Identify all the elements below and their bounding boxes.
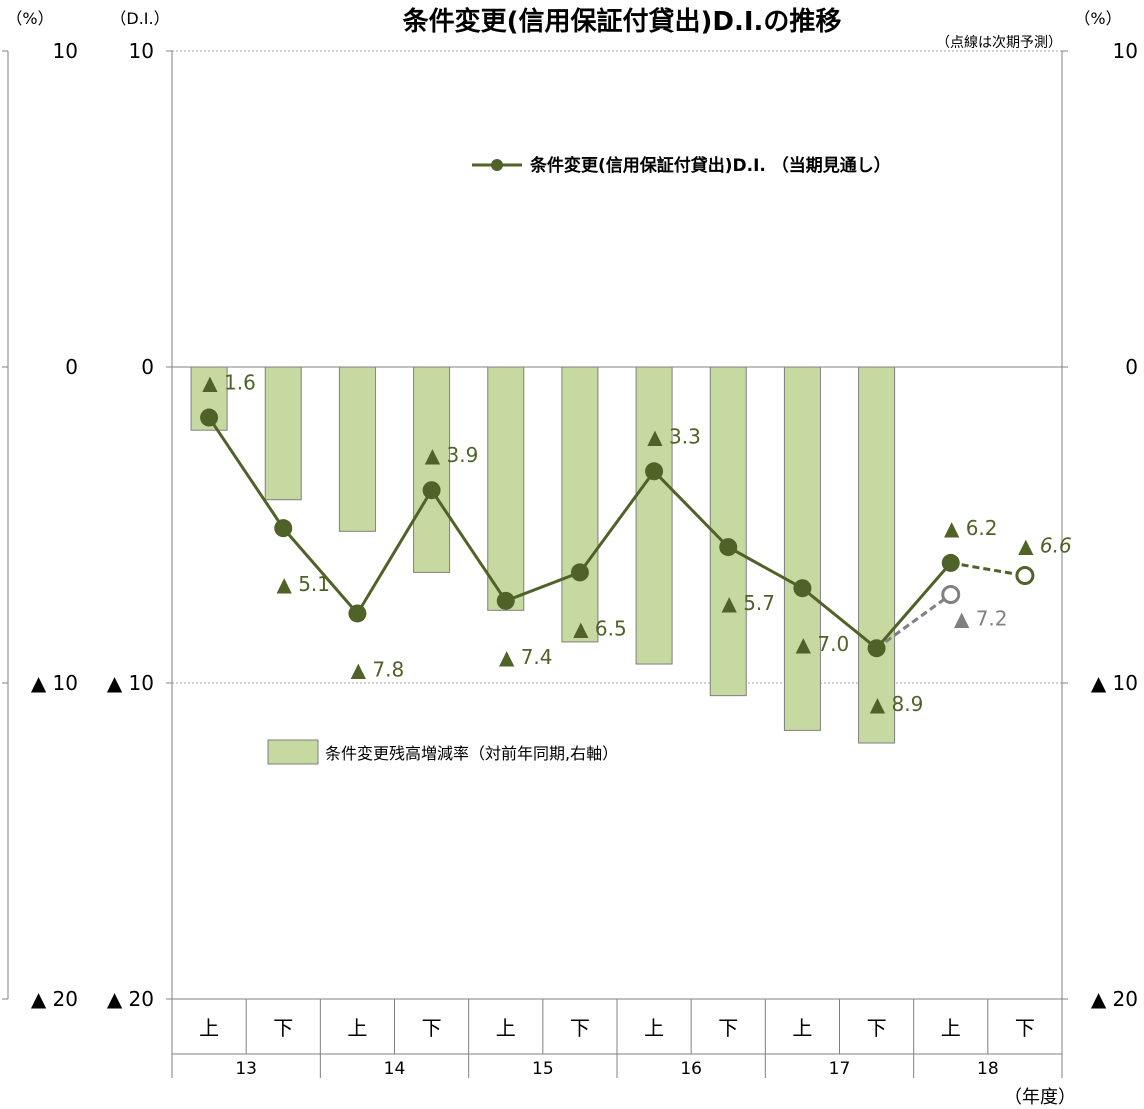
data-label: ▲ 8.9 xyxy=(870,692,924,716)
forecast-point-gray xyxy=(941,585,961,605)
y-tick-label-right: ▲ 20 xyxy=(1091,987,1138,1011)
right-unit: （%） xyxy=(1074,9,1121,28)
bar xyxy=(858,366,896,744)
x-unit: （年度） xyxy=(1004,1087,1076,1108)
data-label: ▲ 7.8 xyxy=(351,657,405,681)
bar xyxy=(635,366,673,665)
x-tick-label-half: 下 xyxy=(718,1016,738,1040)
bar-legend-swatch xyxy=(267,739,319,765)
line-point xyxy=(645,462,664,481)
line-point xyxy=(422,481,441,500)
bar xyxy=(264,366,302,501)
x-tick-label-half: 下 xyxy=(570,1016,590,1040)
y-tick-label-right: ▲ 10 xyxy=(1091,671,1138,695)
forecast-label-gray: ▲ 7.2 xyxy=(954,607,1008,631)
y-tick-label-outer: 0 xyxy=(65,355,78,379)
bar xyxy=(561,366,599,643)
y-tick-label-right: 0 xyxy=(1125,355,1138,379)
x-tick-label-half: 下 xyxy=(1015,1016,1035,1040)
data-label: ▲ 7.0 xyxy=(796,632,850,656)
data-label: ▲ 1.6 xyxy=(202,371,256,395)
line-point xyxy=(719,538,738,557)
forecast-line-dark xyxy=(950,561,1026,578)
bar-series xyxy=(190,366,896,744)
left-inner-unit: （D.I.） xyxy=(110,9,169,28)
y-tick-label-inner: ▲ 20 xyxy=(107,987,154,1011)
bar xyxy=(413,366,451,573)
bar-legend: 条件変更残高増減率（対前年同期,右軸） xyxy=(267,739,618,765)
x-tick-label-half: 下 xyxy=(867,1016,887,1040)
x-tick-label-year: 17 xyxy=(829,1059,851,1079)
data-label: ▲ 5.1 xyxy=(276,572,330,596)
data-label: ▲ 6.2 xyxy=(944,516,998,540)
line-point xyxy=(496,591,515,610)
y-tick-label-outer: 10 xyxy=(53,39,78,63)
bar xyxy=(783,366,821,731)
x-tick-label-half: 上 xyxy=(347,1016,367,1040)
forecast-line-gray xyxy=(875,593,952,650)
x-tick-label-half: 下 xyxy=(422,1016,442,1040)
line-legend: 条件変更(信用保証付貸出)D.I. （当期見通し） xyxy=(472,155,891,176)
y-tick-label-inner: 10 xyxy=(129,39,154,63)
line-point xyxy=(570,563,589,582)
data-label: ▲ 5.7 xyxy=(721,591,775,615)
line-point xyxy=(793,579,812,598)
line-point xyxy=(274,519,293,538)
x-tick-label-year: 15 xyxy=(532,1059,554,1079)
bar-legend-label: 条件変更残高増減率（対前年同期,右軸） xyxy=(325,744,618,763)
x-tick-label-year: 18 xyxy=(977,1059,999,1079)
line-legend-swatch-marker xyxy=(491,159,503,171)
y-tick-label-inner: ▲ 10 xyxy=(107,671,154,695)
y-tick-label-right: 10 xyxy=(1113,39,1138,63)
axes: 10 10 10 0 0 0 ▲ 10 ▲ 10 ▲ 10 ▲ 20 ▲ 20 ▲ 20 上 下 上 下 上 下 上… xyxy=(2,39,1138,1079)
forecast-label-dark: ▲ 6.6 xyxy=(1018,534,1072,558)
line-series xyxy=(200,408,1035,658)
y-tick-label-inner: 0 xyxy=(141,355,154,379)
line-point xyxy=(941,553,960,572)
x-tick-label-half: 上 xyxy=(941,1016,961,1040)
line-point xyxy=(867,639,886,658)
x-tick-label-year: 14 xyxy=(384,1059,406,1079)
x-tick-label-half: 上 xyxy=(199,1016,219,1040)
y-tick-label-outer: ▲ 20 xyxy=(31,987,78,1011)
data-label: ▲ 3.9 xyxy=(425,443,479,467)
x-tick-label-year: 16 xyxy=(680,1059,702,1079)
bar xyxy=(487,366,525,611)
data-label: ▲ 3.3 xyxy=(647,424,701,448)
x-tick-label-half: 下 xyxy=(273,1016,293,1040)
chart-title: 条件変更(信用保証付貸出)D.I.の推移 xyxy=(403,6,842,37)
left-outer-unit: （%） xyxy=(6,9,53,28)
y-tick-label-outer: ▲ 10 xyxy=(31,671,78,695)
line-legend-label: 条件変更(信用保証付貸出)D.I. （当期見通し） xyxy=(529,155,891,176)
forecast-note: （点線は次期予測） xyxy=(936,35,1062,51)
x-tick-label-year: 13 xyxy=(235,1059,257,1079)
line-point xyxy=(348,604,367,623)
bar xyxy=(338,366,376,532)
data-label: ▲ 7.4 xyxy=(499,645,553,669)
x-tick-label-half: 上 xyxy=(496,1016,516,1040)
bar xyxy=(709,366,747,697)
line-point xyxy=(200,408,219,427)
x-tick-label-half: 上 xyxy=(792,1016,812,1040)
x-tick-label-half: 上 xyxy=(644,1016,664,1040)
data-label: ▲ 6.5 xyxy=(573,616,627,640)
data-labels: ▲ 1.6 ▲ 5.1 ▲ 7.8 ▲ 3.9 ▲ 7.4 ▲ 6.5 ▲ 3.3 ▲ 5.7… xyxy=(202,371,1071,717)
forecast-point-dark xyxy=(1015,566,1035,586)
